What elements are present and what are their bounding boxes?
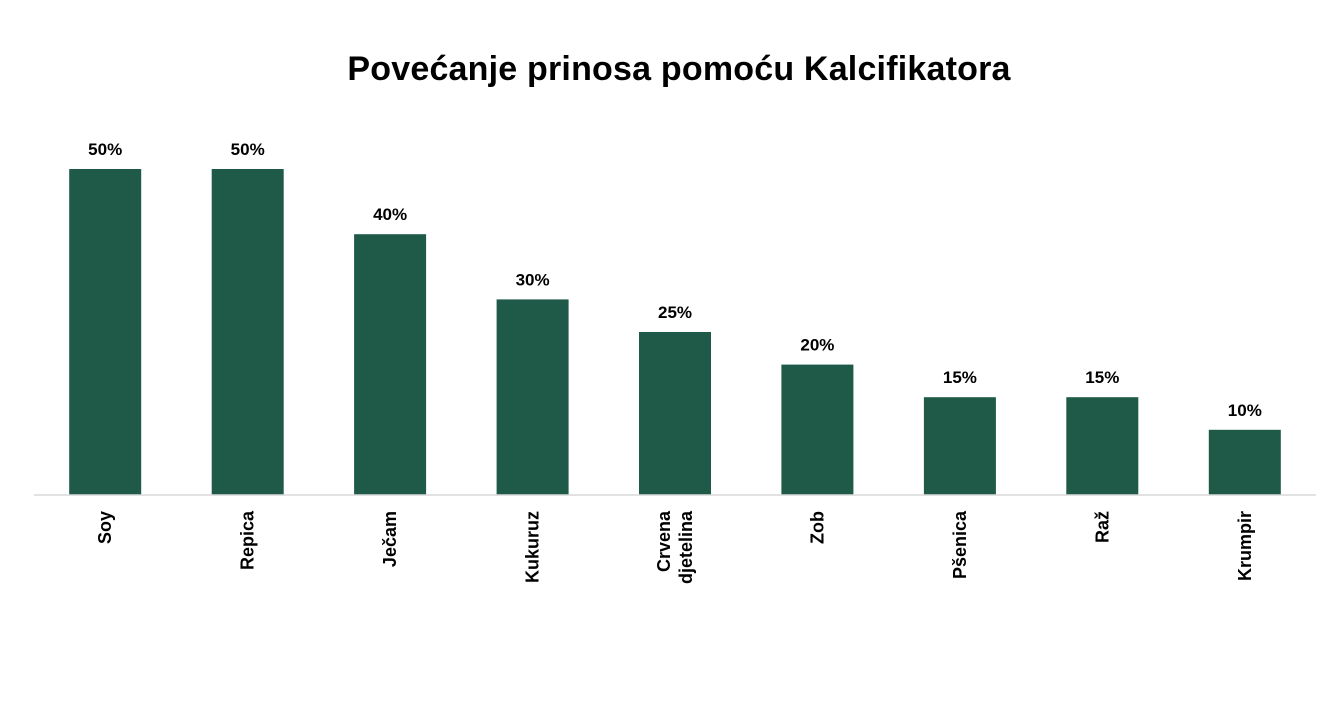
category-label-line: Raž: [1092, 511, 1112, 543]
value-label-4: 25%: [658, 303, 692, 322]
category-label-1: Repica: [238, 510, 258, 570]
bar-6: [923, 397, 996, 495]
category-label-line: Kukuruz: [523, 511, 543, 583]
category-label-line: Repica: [238, 510, 258, 570]
bar-2: [354, 234, 427, 495]
value-label-8: 10%: [1228, 401, 1262, 420]
value-label-5: 20%: [800, 336, 834, 355]
category-label-5: Zob: [807, 511, 827, 544]
category-label-line: Crvena: [654, 510, 674, 572]
category-label-line: Ječam: [380, 511, 400, 567]
category-label-line: Soy: [95, 511, 115, 544]
category-label-6: Pšenica: [950, 510, 970, 579]
bar-8: [1208, 429, 1281, 495]
value-label-6: 15%: [943, 368, 977, 387]
category-label-line: Pšenica: [950, 510, 970, 579]
category-label-0: Soy: [95, 511, 115, 544]
bar-0: [69, 169, 142, 495]
bar-1: [211, 169, 284, 495]
bar-7: [1066, 397, 1139, 495]
chart-title: Povećanje prinosa pomoću Kalcifikatora: [347, 50, 1011, 88]
value-label-1: 50%: [231, 140, 265, 159]
value-label-7: 15%: [1085, 368, 1119, 387]
bar-3: [496, 299, 569, 495]
category-label-2: Ječam: [380, 511, 400, 567]
value-label-2: 40%: [373, 205, 407, 224]
category-label-line: Zob: [807, 511, 827, 544]
category-labels-group: Soy Repica Ječam Kukuruz Crvena djetelina Zob P…: [95, 510, 1255, 584]
bar-4: [639, 332, 711, 495]
category-label-3: Kukuruz: [523, 511, 543, 583]
value-labels-group: 50% 50% 40% 30% 25% 20% 15% 15% 10%: [88, 140, 1262, 420]
category-label-4: Crvena djetelina: [654, 510, 696, 584]
category-label-line: Krumpir: [1235, 511, 1255, 581]
bar-5: [781, 364, 854, 495]
category-label-8: Krumpir: [1235, 511, 1255, 581]
bars-group: [69, 169, 1281, 495]
category-label-line: djetelina: [676, 510, 696, 584]
value-label-3: 30%: [516, 270, 550, 289]
category-label-7: Raž: [1092, 511, 1112, 543]
value-label-0: 50%: [88, 140, 122, 159]
